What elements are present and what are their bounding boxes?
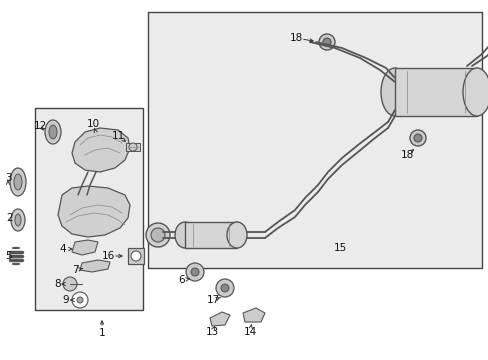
Circle shape [146, 223, 170, 247]
Text: 13: 13 [205, 327, 218, 337]
Circle shape [191, 268, 199, 276]
Text: 10: 10 [86, 119, 100, 129]
Circle shape [409, 130, 425, 146]
Text: 7: 7 [72, 265, 78, 275]
Text: 6: 6 [178, 275, 185, 285]
Text: 11: 11 [111, 131, 124, 141]
Text: 18: 18 [289, 33, 302, 43]
Ellipse shape [380, 68, 408, 116]
Circle shape [221, 284, 228, 292]
Polygon shape [243, 308, 264, 322]
Circle shape [72, 292, 88, 308]
Circle shape [413, 134, 421, 142]
Text: 15: 15 [333, 243, 346, 253]
Text: 8: 8 [55, 279, 61, 289]
Ellipse shape [175, 222, 195, 248]
Text: 16: 16 [101, 251, 114, 261]
Ellipse shape [45, 120, 61, 144]
Polygon shape [72, 240, 98, 255]
Text: 3: 3 [5, 173, 11, 183]
Text: 18: 18 [400, 150, 413, 160]
Text: 4: 4 [60, 244, 66, 254]
Circle shape [131, 251, 141, 261]
Text: 2: 2 [7, 213, 13, 223]
Ellipse shape [49, 125, 57, 139]
Ellipse shape [15, 214, 21, 226]
Text: 17: 17 [206, 295, 219, 305]
Ellipse shape [11, 209, 25, 231]
Bar [35, 108, 142, 310]
Text: 9: 9 [62, 295, 69, 305]
Circle shape [77, 297, 83, 303]
Ellipse shape [226, 222, 246, 248]
Bar [394, 68, 476, 116]
Circle shape [318, 34, 334, 50]
Text: 14: 14 [243, 327, 256, 337]
Polygon shape [80, 260, 110, 272]
Polygon shape [72, 128, 130, 172]
Bar [128, 248, 143, 264]
Ellipse shape [10, 168, 26, 196]
Ellipse shape [14, 174, 22, 190]
Circle shape [151, 228, 164, 242]
Text: 5: 5 [5, 251, 11, 261]
Polygon shape [209, 312, 229, 326]
Bar [184, 222, 237, 248]
Circle shape [129, 143, 137, 151]
Circle shape [185, 263, 203, 281]
Polygon shape [58, 186, 130, 237]
Circle shape [323, 38, 330, 46]
Ellipse shape [462, 68, 488, 116]
Circle shape [63, 277, 77, 291]
Text: 1: 1 [99, 328, 105, 338]
Bar [148, 12, 481, 268]
Circle shape [216, 279, 234, 297]
Bar [126, 143, 140, 151]
Text: 12: 12 [33, 121, 46, 131]
